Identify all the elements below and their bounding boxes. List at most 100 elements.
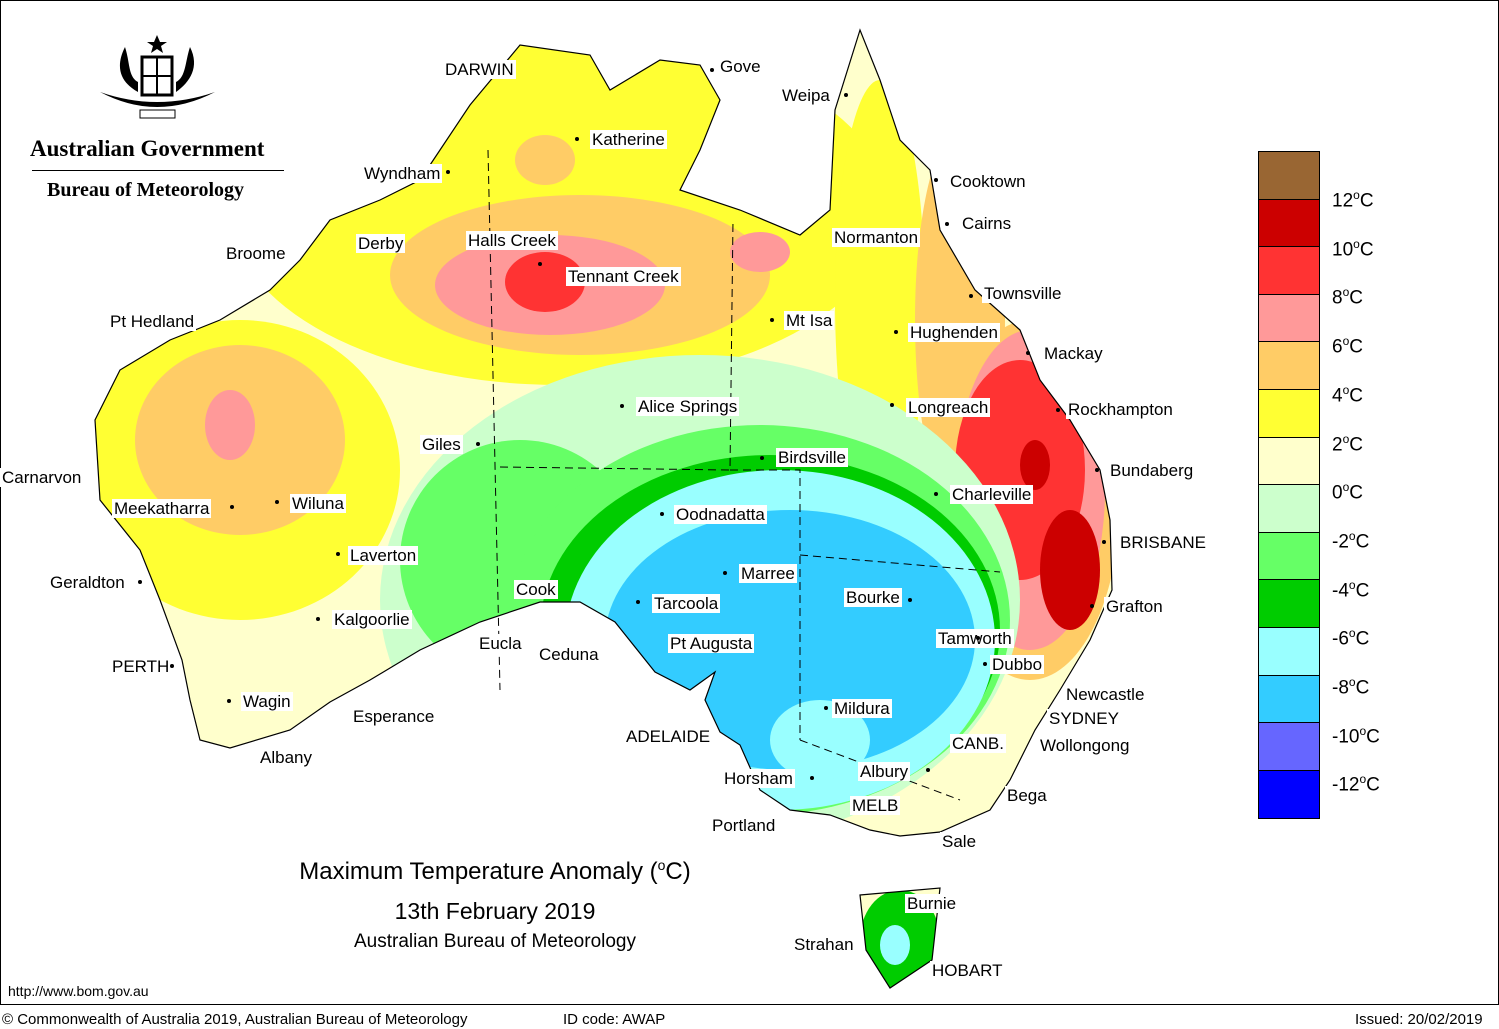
legend-label: 6oC	[1332, 334, 1363, 358]
city-label: Mildura	[832, 699, 892, 718]
city-label: Cairns	[960, 214, 1014, 233]
legend-label: -2oC	[1332, 528, 1370, 553]
city-label: Strahan	[792, 935, 856, 954]
city-label: Wyndham	[362, 164, 443, 183]
city-label: Bega	[1005, 786, 1049, 805]
city-label: Cook	[514, 580, 558, 599]
city-label: PERTH	[110, 657, 172, 676]
city-label: ADELAIDE	[624, 727, 713, 746]
copyright: © Commonwealth of Australia 2019, Austra…	[2, 1011, 468, 1028]
city-marker-icon	[575, 137, 579, 141]
city-label: Longreach	[906, 398, 991, 417]
legend-label: 10oC	[1332, 236, 1374, 261]
city-label: Broome	[224, 244, 288, 263]
legend-band	[1259, 532, 1319, 581]
city-label: Alice Springs	[636, 397, 740, 416]
legend-label: 12oC	[1332, 188, 1374, 212]
city-label: Newcastle	[1064, 685, 1147, 704]
map-date: 13th February 2019	[394, 898, 596, 924]
city-marker-icon	[636, 600, 640, 604]
city-marker-icon	[1026, 351, 1030, 355]
city-label: Ceduna	[537, 645, 601, 664]
city-label: Weipa	[780, 86, 832, 105]
city-marker-icon	[1102, 540, 1106, 544]
city-marker-icon	[1056, 408, 1060, 412]
city-marker-icon	[976, 636, 980, 640]
city-label: Grafton	[1104, 597, 1165, 616]
city-marker-icon	[170, 664, 174, 668]
city-label: MELB	[850, 796, 901, 815]
city-label: Gove	[718, 57, 763, 76]
city-label: Charleville	[950, 485, 1034, 504]
city-label: Giles	[420, 435, 463, 454]
legend-band	[1259, 342, 1319, 390]
legend-label: -6oC	[1332, 626, 1370, 650]
city-label: Kalgoorlie	[332, 610, 412, 629]
city-marker-icon	[230, 505, 234, 509]
city-label: Wiluna	[290, 494, 346, 513]
city-label: Eucla	[477, 634, 524, 653]
city-label: Wagin	[241, 692, 293, 711]
city-label: Derby	[356, 234, 406, 253]
city-marker-icon	[1095, 468, 1099, 472]
legend-band	[1259, 247, 1319, 295]
city-marker-icon	[926, 768, 930, 772]
city-label: Wollongong	[1038, 736, 1132, 755]
city-label: Hughenden	[908, 323, 1000, 342]
city-label: Katherine	[590, 130, 667, 149]
city-marker-icon	[945, 222, 949, 226]
city-marker-icon	[620, 404, 624, 408]
city-label: Birdsville	[776, 448, 849, 467]
legend-band	[1259, 389, 1319, 438]
city-label: Oodnadatta	[674, 505, 767, 524]
city-label: Halls Creek	[466, 231, 558, 250]
legend-band	[1259, 675, 1319, 724]
city-label: Tamworth	[936, 629, 1014, 648]
city-label: Carnarvon	[0, 468, 84, 487]
legend-band	[1259, 580, 1319, 628]
city-marker-icon	[336, 552, 340, 556]
city-marker-icon	[227, 699, 231, 703]
legend-band	[1259, 294, 1319, 343]
logo-divider	[32, 170, 284, 171]
city-label: Albury	[858, 762, 911, 781]
id-code: ID code: AWAP	[563, 1011, 666, 1028]
city-marker-icon	[1090, 604, 1094, 608]
city-marker-icon	[138, 580, 142, 584]
city-marker-icon	[538, 262, 542, 266]
logo-subtitle: Bureau of Meteorology	[47, 179, 245, 201]
legend-label: 0oC	[1332, 480, 1363, 504]
city-marker-icon	[710, 68, 714, 72]
city-label: Horsham	[722, 769, 795, 788]
city-label: Bundaberg	[1108, 461, 1196, 480]
city-marker-icon	[476, 442, 480, 446]
legend-band	[1259, 152, 1319, 200]
city-marker-icon	[760, 456, 764, 460]
coat-of-arms-icon	[100, 35, 215, 119]
city-marker-icon	[969, 294, 973, 298]
city-label: Rockhampton	[1066, 400, 1175, 419]
city-label: Burnie	[905, 894, 959, 913]
website-link[interactable]: http://www.bom.gov.au	[8, 983, 149, 999]
legend-label: -10oC	[1332, 723, 1380, 748]
legend-band	[1259, 770, 1319, 819]
city-label: Marree	[739, 564, 797, 583]
city-marker-icon	[890, 403, 894, 407]
city-label: Normanton	[832, 228, 921, 247]
legend-band	[1259, 485, 1319, 533]
city-marker-icon	[983, 662, 987, 666]
map-title: Maximum Temperature Anomaly (oC)	[299, 857, 691, 885]
city-label: Pt Augusta	[668, 634, 755, 653]
legend-band	[1259, 723, 1319, 771]
city-marker-icon	[660, 512, 664, 516]
city-label: Esperance	[351, 707, 437, 726]
city-marker-icon	[934, 492, 938, 496]
city-label: Bourke	[844, 588, 902, 607]
city-label: CANB.	[950, 734, 1006, 753]
city-marker-icon	[723, 571, 727, 575]
city-label: Pt Hedland	[108, 312, 197, 331]
city-marker-icon	[824, 706, 828, 710]
logo-title: Australian Government	[30, 136, 265, 161]
city-label: Sale	[940, 832, 979, 851]
legend-label: -12oC	[1332, 772, 1380, 796]
